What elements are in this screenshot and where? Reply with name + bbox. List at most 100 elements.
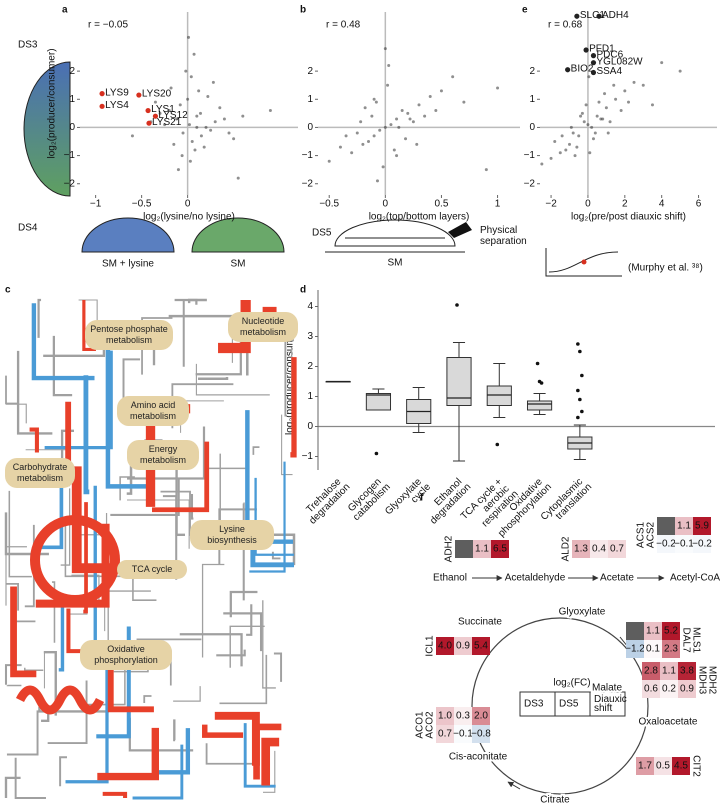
highlight-point bbox=[583, 47, 589, 53]
y-tick-label: 1 bbox=[307, 94, 313, 105]
point bbox=[130, 134, 134, 138]
map-line bbox=[252, 446, 260, 455]
point bbox=[577, 134, 581, 138]
point bbox=[186, 97, 190, 101]
map-line bbox=[173, 719, 176, 742]
heat-cell bbox=[693, 535, 711, 553]
point bbox=[560, 134, 564, 138]
point bbox=[597, 100, 601, 104]
point bbox=[553, 140, 557, 144]
map-line bbox=[205, 743, 258, 765]
heat-cell bbox=[675, 535, 693, 553]
heat-cell bbox=[454, 637, 472, 655]
heat-cell bbox=[472, 707, 490, 725]
point bbox=[172, 142, 176, 146]
point bbox=[181, 131, 185, 135]
point bbox=[632, 80, 636, 84]
heat-cell bbox=[660, 662, 678, 680]
ds5-layer bbox=[335, 237, 455, 247]
y-tick-label: −2 bbox=[302, 178, 314, 189]
point bbox=[187, 35, 191, 39]
point bbox=[641, 83, 645, 87]
point bbox=[192, 52, 196, 56]
heat-cell bbox=[472, 725, 490, 743]
gene-label: CIT2 bbox=[690, 755, 701, 777]
point bbox=[586, 123, 590, 127]
ds3-label: DS3 bbox=[18, 40, 38, 51]
point bbox=[587, 75, 591, 79]
heat-cell bbox=[572, 540, 590, 558]
map-line bbox=[5, 546, 27, 606]
x-tick-label: −2 bbox=[545, 199, 557, 210]
point bbox=[268, 109, 272, 113]
point bbox=[359, 120, 363, 124]
map-line bbox=[47, 680, 88, 745]
annotation: r = 0.68 bbox=[548, 20, 583, 31]
point bbox=[496, 86, 500, 90]
heat-cell bbox=[662, 622, 680, 640]
point bbox=[383, 125, 387, 129]
pathway-label: Carbohydrate metabolism bbox=[5, 458, 75, 488]
gene-label: ACS2 bbox=[646, 522, 657, 549]
medium-label: SM + lysine bbox=[102, 259, 154, 270]
metabolite: Succinate bbox=[458, 617, 502, 628]
map-line bbox=[128, 717, 194, 752]
y-tick-label: 2 bbox=[307, 361, 313, 372]
map-line bbox=[8, 490, 32, 578]
pathway-label: Lysine biosynthesis bbox=[190, 520, 274, 550]
point bbox=[222, 117, 226, 121]
heat-cell bbox=[662, 640, 680, 658]
point bbox=[197, 89, 201, 93]
map-line bbox=[190, 493, 194, 520]
heat-cell bbox=[636, 757, 654, 775]
heat-cell bbox=[644, 622, 662, 640]
point bbox=[558, 151, 562, 155]
heat-cell bbox=[491, 540, 509, 558]
map-line-down bbox=[243, 723, 276, 788]
map-line-up bbox=[102, 791, 128, 798]
ds4-label: DS4 bbox=[18, 223, 38, 234]
growth-axes bbox=[545, 248, 622, 277]
point-label: LYS4 bbox=[105, 100, 129, 111]
map-line bbox=[51, 581, 56, 643]
map-line bbox=[4, 776, 21, 798]
heat-value: 0.1 bbox=[646, 644, 660, 655]
map-line bbox=[24, 667, 44, 671]
point bbox=[434, 109, 438, 113]
map-line bbox=[216, 649, 246, 657]
point bbox=[180, 154, 184, 158]
heat-cell bbox=[454, 707, 472, 725]
map-line bbox=[219, 654, 268, 705]
point bbox=[211, 80, 215, 84]
map-line bbox=[6, 710, 39, 756]
map-line-up bbox=[30, 515, 120, 605]
highlight-point bbox=[99, 91, 105, 97]
map-line bbox=[201, 563, 225, 658]
reference: (Murphy et al. ³⁸) bbox=[628, 263, 703, 274]
heat-value: −0.8 bbox=[471, 729, 491, 740]
point bbox=[400, 109, 404, 113]
map-line-down bbox=[132, 744, 184, 800]
point bbox=[612, 83, 616, 87]
ds5-colony bbox=[334, 219, 456, 247]
point-label: PDC6 bbox=[596, 49, 623, 60]
annotation: r = −0.05 bbox=[88, 20, 128, 31]
heat-value: 0.5 bbox=[656, 761, 670, 772]
map-line-up bbox=[82, 300, 96, 352]
y-tick-label: 4 bbox=[307, 301, 313, 312]
heat-cell bbox=[657, 535, 675, 553]
cutter-icon bbox=[448, 222, 472, 238]
map-line-down bbox=[36, 460, 64, 550]
heat-value: −0.2 bbox=[692, 539, 712, 550]
point bbox=[374, 100, 378, 104]
point bbox=[588, 151, 592, 155]
heat-cell bbox=[436, 637, 454, 655]
point bbox=[650, 103, 654, 107]
point bbox=[404, 137, 408, 141]
outlier bbox=[576, 415, 580, 420]
point bbox=[189, 75, 193, 79]
arrow bbox=[507, 781, 521, 790]
point bbox=[619, 109, 623, 113]
metabolite: Acetaldehyde bbox=[505, 573, 566, 584]
map-line bbox=[198, 377, 229, 380]
